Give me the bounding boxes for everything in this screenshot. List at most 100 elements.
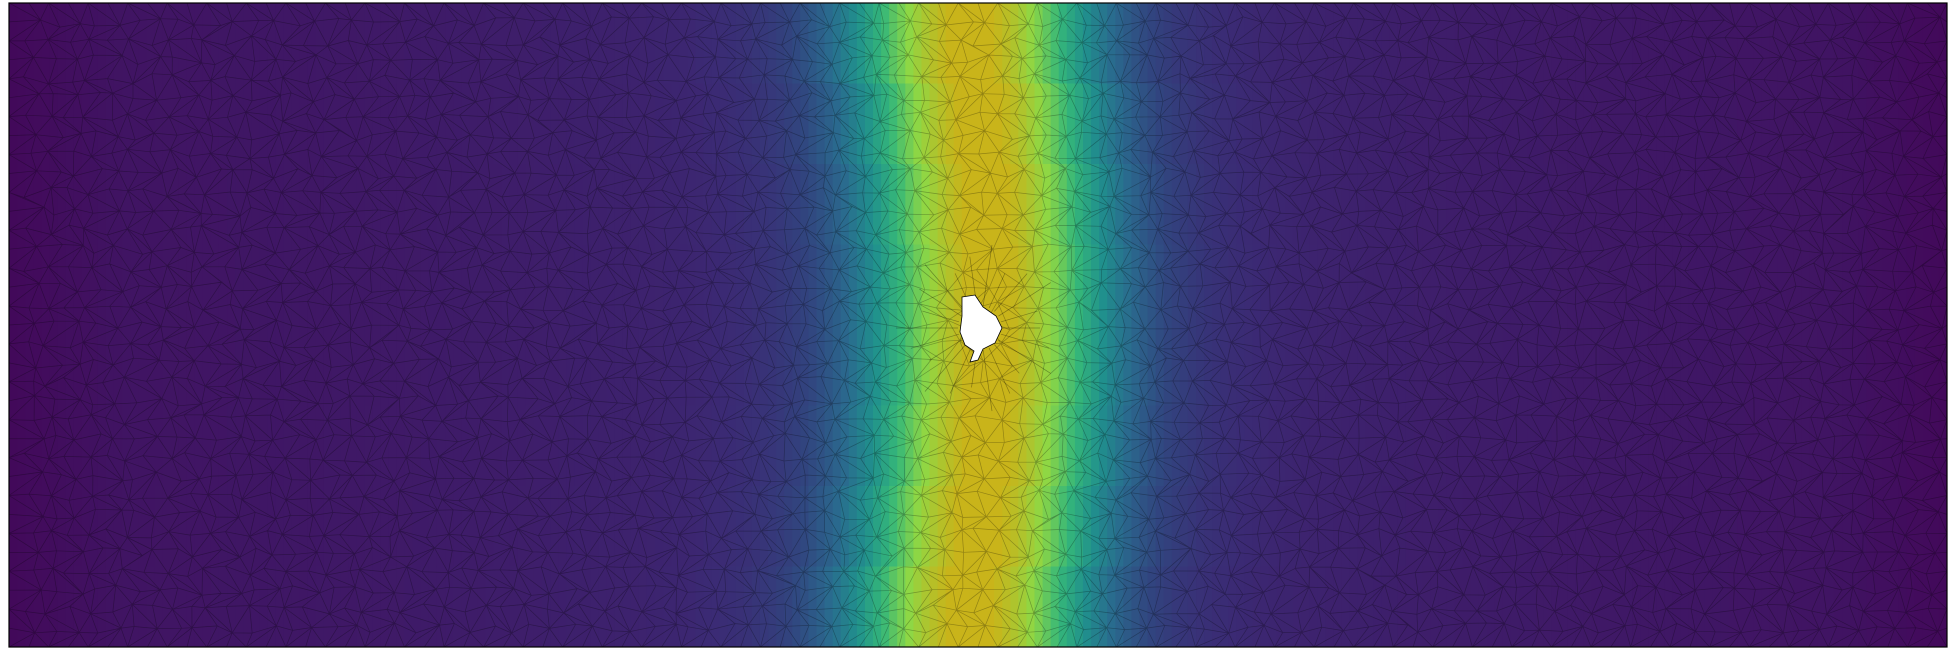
field-strip: [510, 3, 519, 84]
field-strip: [1737, 325, 1746, 406]
field-strip: [1850, 567, 1859, 648]
field-strip: [1527, 567, 1536, 648]
field-strip: [1874, 567, 1883, 648]
field-strip: [1148, 406, 1157, 487]
field-strip: [25, 486, 34, 567]
field-strip: [1067, 567, 1076, 648]
field-strip: [1325, 325, 1334, 406]
field-strip: [566, 3, 575, 84]
field-strip: [1123, 486, 1132, 567]
field-strip: [1753, 406, 1762, 487]
field-strip: [9, 84, 18, 165]
field-strip: [679, 406, 688, 487]
field-strip: [841, 164, 850, 245]
field-strip: [1939, 486, 1948, 567]
field-strip: [631, 245, 640, 326]
field-strip: [98, 84, 107, 165]
field-strip: [1600, 3, 1609, 84]
field-strip: [1495, 164, 1504, 245]
field-strip: [1640, 486, 1649, 567]
field-strip: [380, 245, 389, 326]
field-strip: [1358, 164, 1367, 245]
field-strip: [219, 245, 228, 326]
field-strip: [211, 245, 220, 326]
field-strip: [1519, 406, 1528, 487]
field-strip: [768, 164, 777, 245]
field-strip: [1422, 3, 1431, 84]
field-strip: [146, 245, 155, 326]
field-strip: [1624, 325, 1633, 406]
field-strip: [849, 84, 858, 165]
field-strip: [494, 325, 503, 406]
field-strip: [1454, 245, 1463, 326]
field-strip: [1051, 245, 1060, 326]
field-strip: [485, 3, 494, 84]
field-strip: [873, 245, 882, 326]
field-strip: [970, 406, 979, 487]
field-strip: [703, 3, 712, 84]
field-strip: [954, 567, 963, 648]
field-strip: [784, 486, 793, 567]
field-strip: [1188, 3, 1197, 84]
field-strip: [1406, 486, 1415, 567]
field-strip: [1010, 3, 1019, 84]
field-strip: [17, 164, 26, 245]
field-strip: [1220, 3, 1229, 84]
field-strip: [1236, 406, 1245, 487]
field-strip: [1204, 325, 1213, 406]
field-strip: [1018, 567, 1027, 648]
field-strip: [1341, 3, 1350, 84]
field-strip: [720, 84, 729, 165]
field-strip: [962, 567, 971, 648]
field-strip: [251, 486, 260, 567]
field-strip: [397, 3, 406, 84]
field-strip: [768, 567, 777, 648]
field-strip: [502, 84, 511, 165]
field-strip: [1043, 3, 1052, 84]
field-strip: [1479, 567, 1488, 648]
field-strip: [340, 84, 349, 165]
field-strip: [1253, 84, 1262, 165]
field-strip: [1479, 84, 1488, 165]
field-strip: [405, 325, 414, 406]
field-strip: [251, 84, 260, 165]
field-strip: [1729, 325, 1738, 406]
field-strip: [1091, 406, 1100, 487]
field-strip: [1664, 325, 1673, 406]
field-strip: [1253, 3, 1262, 84]
field-strip: [259, 567, 268, 648]
field-strip: [1592, 164, 1601, 245]
field-strip: [138, 406, 147, 487]
field-strip: [930, 84, 939, 165]
field-strip: [1244, 486, 1253, 567]
field-strip: [825, 486, 834, 567]
field-strip: [1366, 84, 1375, 165]
field-strip: [1414, 486, 1423, 567]
field-strip: [219, 486, 228, 567]
field-strip: [82, 567, 91, 648]
field-strip: [1495, 325, 1504, 406]
field-strip: [1317, 164, 1326, 245]
field-strip: [590, 486, 599, 567]
field-strip: [1212, 3, 1221, 84]
field-strip: [897, 164, 906, 245]
field-strip: [41, 325, 50, 406]
field-strip: [849, 164, 858, 245]
field-strip: [703, 567, 712, 648]
field-strip: [1325, 84, 1334, 165]
field-strip: [679, 3, 688, 84]
field-strip: [138, 84, 147, 165]
field-strip: [1664, 245, 1673, 326]
field-strip: [1697, 325, 1706, 406]
field-strip: [1148, 486, 1157, 567]
field-strip: [1826, 486, 1835, 567]
field-strip: [792, 164, 801, 245]
field-strip: [211, 406, 220, 487]
field-strip: [477, 84, 486, 165]
field-strip: [849, 325, 858, 406]
field-strip: [1164, 567, 1173, 648]
field-strip: [1366, 486, 1375, 567]
field-strip: [1672, 245, 1681, 326]
field-strip: [421, 3, 430, 84]
field-strip: [1915, 84, 1924, 165]
